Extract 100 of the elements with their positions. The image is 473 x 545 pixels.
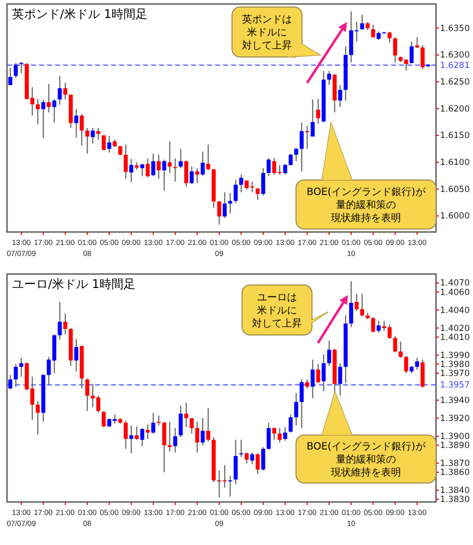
candlestick — [134, 426, 139, 440]
candlestick — [360, 293, 364, 317]
candlestick — [327, 340, 332, 366]
candlestick — [14, 364, 18, 388]
candlestick — [96, 127, 100, 140]
y-tick-label: 1.4060 — [440, 288, 470, 298]
candlestick — [80, 113, 84, 146]
candlestick — [58, 75, 62, 106]
candlestick — [74, 338, 78, 372]
candlestick — [288, 414, 293, 434]
candlestick — [107, 135, 112, 154]
candlestick — [316, 98, 320, 124]
y-tick-label: 1.4070 — [440, 278, 470, 289]
candlestick — [173, 428, 178, 453]
candlestick — [184, 402, 188, 428]
candlestick — [393, 36, 398, 63]
annotation: ユーロは米ドルに対して上昇 — [252, 292, 302, 330]
candlestick — [8, 67, 12, 86]
candlestick — [278, 428, 282, 444]
y-tick-label: 1.4010 — [440, 332, 470, 343]
candlestick — [300, 378, 304, 429]
y-tick-label: 1.6100 — [440, 158, 470, 168]
candlestick — [294, 392, 298, 426]
candlestick — [63, 82, 68, 100]
y-tick-label: 1.6200 — [440, 104, 470, 114]
candlestick — [178, 148, 183, 169]
candlestick — [85, 378, 90, 412]
y-tick-label: 1.3980 — [440, 360, 470, 370]
candlestick — [310, 98, 315, 138]
candlestick — [74, 108, 78, 138]
candlestick — [14, 62, 18, 79]
y-tick-label: 1.3900 — [440, 432, 470, 442]
candlestick — [404, 356, 408, 374]
ref-line-label: 1.3957 — [440, 380, 470, 391]
candlestick — [234, 179, 238, 204]
candlestick — [222, 192, 227, 219]
y-tick-label: 1.6350 — [440, 24, 470, 34]
candlestick — [124, 420, 128, 450]
candlestick — [168, 140, 172, 174]
candlestick — [36, 98, 40, 125]
candlestick — [250, 452, 254, 465]
candlestick — [283, 426, 288, 442]
candlestick — [371, 316, 376, 334]
candlestick — [118, 146, 122, 156]
candlestick — [46, 83, 51, 113]
candlestick — [102, 410, 106, 428]
candlestick — [376, 320, 381, 334]
candlestick — [200, 418, 205, 446]
candlestick — [90, 127, 95, 144]
candlestick — [19, 357, 24, 378]
candlestick — [200, 151, 205, 176]
candlestick — [338, 362, 342, 396]
y-tick-label: 1.3940 — [440, 396, 470, 406]
candlestick — [239, 439, 244, 458]
candlestick — [349, 280, 354, 328]
y-tick-label: 1.3830 — [440, 495, 470, 506]
candlestick — [294, 147, 298, 162]
y-tick-label: 1.3990 — [440, 350, 470, 361]
candlestick — [272, 426, 276, 440]
candlestick — [322, 354, 326, 392]
candlestick — [195, 421, 200, 453]
candlestick — [58, 301, 62, 340]
candlestick — [415, 357, 420, 370]
candlestick — [217, 200, 222, 225]
ref-line-label: 1.6281 — [440, 60, 470, 71]
candlestick — [206, 144, 210, 171]
candlestick — [102, 134, 106, 151]
candlestick — [151, 412, 156, 434]
candlestick — [41, 98, 46, 139]
candlestick — [129, 424, 134, 454]
candlestick — [140, 428, 144, 447]
candlestick — [190, 418, 194, 434]
chart-title: ユーロ/米ドル 1時間足 — [12, 277, 136, 291]
candlestick — [228, 192, 232, 214]
candlestick — [85, 127, 90, 154]
y-tick-label: 1.6250 — [440, 78, 470, 88]
candlestick — [388, 31, 392, 44]
y-tick-label: 1.6050 — [440, 184, 470, 195]
candlestick — [393, 336, 398, 353]
y-tick-label: 1.3870 — [440, 458, 470, 469]
candlestick — [283, 163, 288, 176]
candlestick — [371, 24, 376, 38]
candlestick — [19, 61, 24, 74]
annotation: BOE(イングランド銀行)が量的緩和策の現状維持を表明 — [306, 442, 426, 478]
candlestick — [140, 163, 144, 177]
chart-title: 英ポンド/米ドル 1時間足 — [12, 7, 148, 21]
candlestick — [156, 154, 161, 180]
candlestick — [52, 98, 56, 124]
candlestick — [256, 452, 260, 475]
candlestick — [305, 125, 310, 150]
candlestick — [195, 168, 200, 184]
candlestick — [234, 439, 238, 484]
candlestick — [228, 475, 232, 498]
candlestick — [36, 400, 40, 435]
candlestick — [266, 422, 271, 450]
y-tick-label: 1.6150 — [440, 131, 470, 142]
annotation: 英ポンドは米ドルに対して上昇 — [242, 14, 292, 52]
candlestick — [316, 364, 320, 384]
candlestick — [63, 313, 68, 335]
candlestick — [244, 452, 249, 464]
